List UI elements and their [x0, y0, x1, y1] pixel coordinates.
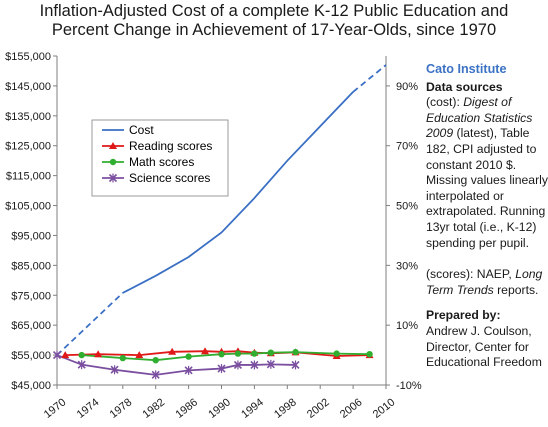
sources-heading: Data sources — [426, 79, 503, 94]
left-y-tick-label: $125,000 — [5, 141, 51, 153]
left-y-tick-label: $75,000 — [11, 290, 51, 302]
x-tick-label: 1974 — [75, 396, 102, 421]
legend-marker-reading-scores — [109, 142, 117, 149]
x-tick-label: 1982 — [141, 396, 168, 421]
reading-scores-point — [168, 347, 177, 355]
prepared-by-text: Andrew J. Coulson, Director, Center for … — [426, 323, 542, 370]
cost-source-note: (cost): Digest of Education Statistics 2… — [426, 95, 548, 251]
science-scores-point — [250, 360, 259, 370]
left-y-tick-label: $145,000 — [5, 81, 51, 93]
cost-source-publication: Digest of Education Statistics 2009 — [426, 95, 533, 141]
chart-title: Inflation-Adjusted Cost of a complete K-… — [0, 2, 548, 40]
math-scores-point — [185, 353, 192, 360]
reading-scores-point — [94, 350, 103, 358]
x-tick-label: 2010 — [371, 396, 398, 421]
left-y-tick-label: $105,000 — [5, 201, 51, 213]
left-y-tick-label: $95,000 — [11, 230, 51, 242]
x-tick-label: 1986 — [173, 396, 200, 421]
legend-label-science-scores: Science scores — [129, 171, 210, 185]
math-scores-point — [234, 350, 242, 357]
math-scores-point — [333, 350, 340, 357]
cost-source-prefix: (cost): — [426, 95, 464, 110]
science-scores-point — [184, 365, 193, 375]
left-y-tick-label: $45,000 — [11, 380, 51, 392]
science-scores-point — [291, 360, 300, 370]
math-scores-point — [366, 350, 373, 358]
cost-line-dashed — [56, 292, 124, 356]
cost-source-details: (latest), Table 182, CPI adjusted to con… — [426, 126, 548, 250]
chart-title-line-2: Percent Change in Achievement of 17-Year… — [51, 21, 497, 39]
legend-label-math-scores: Math scores — [129, 155, 194, 169]
science-scores-point — [217, 364, 226, 374]
scores-source-publication: Long Term Trends — [426, 267, 543, 297]
reading-scores-point — [61, 351, 70, 359]
prepared-by-heading: Prepared by: — [426, 308, 501, 323]
legend-marker-math-scores — [109, 158, 117, 166]
scores-source-suffix: reports. — [493, 282, 539, 297]
math-scores-point — [152, 356, 159, 364]
left-y-tick-label: $155,000 — [5, 51, 51, 63]
organization-name: Cato Institute — [426, 62, 507, 76]
sidebar-notes: Cato Institute Data sources (cost): Dige… — [426, 62, 548, 371]
right-y-tick-label: -10% — [396, 380, 422, 392]
science-scores-point — [52, 350, 62, 360]
left-y-tick-label: $115,000 — [6, 171, 51, 183]
right-y-tick-label: 70% — [396, 141, 418, 153]
scores-source-note: (scores): NAEP, Long Term Trends reports… — [426, 267, 548, 298]
x-tick-label: 1970 — [42, 396, 69, 421]
x-tick-label: 1990 — [206, 396, 233, 421]
reading-scores-point — [201, 347, 210, 355]
x-tick-label: 2006 — [338, 396, 365, 421]
left-y-tick-label: $85,000 — [11, 260, 51, 272]
x-tick-label: 2002 — [305, 396, 332, 421]
science-scores-point — [151, 370, 160, 380]
left-y-tick-label: $55,000 — [11, 350, 51, 362]
science-scores-point — [110, 365, 119, 375]
left-y-tick-label: $135,000 — [5, 111, 51, 123]
cost-line-solid — [122, 91, 354, 294]
math-scores-point — [78, 351, 85, 359]
legend-box — [91, 119, 229, 197]
left-y-tick-label: $65,000 — [11, 320, 51, 332]
right-y-tick-label: 50% — [396, 201, 418, 213]
science-scores-point — [77, 360, 86, 370]
math-scores-point — [292, 348, 299, 356]
x-tick-label: 1998 — [272, 396, 299, 421]
math-scores-point — [267, 349, 275, 356]
math-scores-point — [251, 350, 258, 357]
legend-label-reading-scores: Reading scores — [129, 139, 212, 153]
legend-marker-science-scores — [108, 173, 118, 183]
math-scores-point — [119, 354, 127, 362]
science-scores-point — [233, 360, 243, 370]
science-scores-line — [56, 354, 296, 376]
reading-scores-point — [135, 351, 144, 359]
math-scores-point — [218, 350, 225, 358]
right-y-tick-label: 10% — [396, 320, 418, 332]
right-y-tick-label: 30% — [396, 260, 418, 272]
cost-line-dashed — [352, 64, 387, 93]
science-scores-point — [266, 359, 275, 369]
legend-label-cost: Cost — [129, 123, 154, 137]
chart-title-line-1: Inflation-Adjusted Cost of a complete K-… — [39, 2, 509, 20]
x-tick-label: 1978 — [108, 396, 135, 421]
right-y-tick-label: 90% — [396, 81, 418, 93]
x-tick-label: 1994 — [239, 396, 266, 421]
legend: Cost Reading scores Math scores Science sco… — [91, 119, 229, 197]
scores-source-prefix: (scores): NAEP, — [426, 267, 516, 282]
